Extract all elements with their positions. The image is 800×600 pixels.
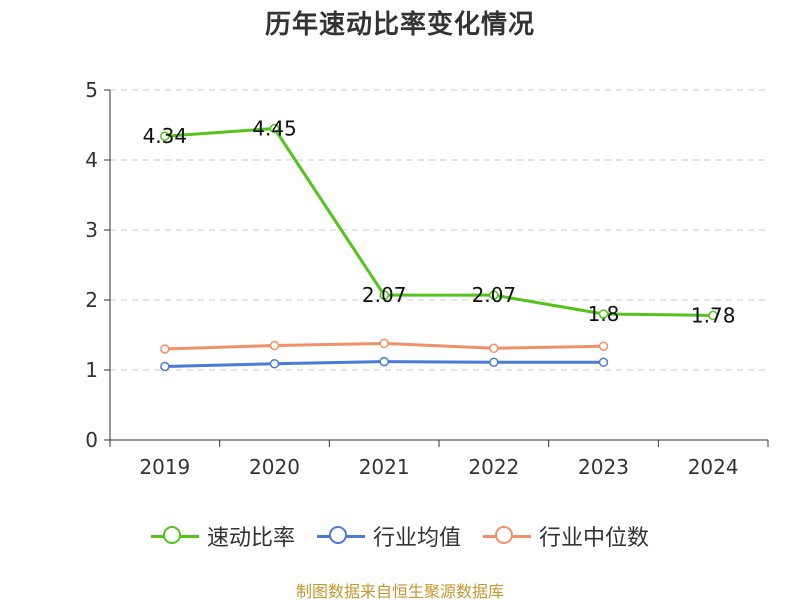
data-label-2019: 4.34 — [143, 124, 188, 148]
series-layer — [160, 123, 718, 372]
point-0-2019 — [160, 131, 170, 141]
data-label-2022: 2.07 — [472, 283, 517, 307]
point-0-2020 — [269, 123, 280, 134]
legend-swatch-icon — [483, 526, 531, 546]
legend-swatch-icon — [150, 526, 199, 546]
point-1-2020 — [269, 358, 280, 369]
series-line-0 — [164, 127, 714, 317]
x-tick-label-2022: 2022 — [468, 455, 519, 479]
y-tick-label-3: 3 — [85, 218, 98, 242]
y-tick-label-5: 5 — [85, 78, 98, 102]
point-1-2019 — [160, 361, 170, 372]
point-2-2022 — [489, 343, 499, 354]
data-label-2021: 2.07 — [362, 283, 407, 307]
point-0-2022 — [489, 290, 499, 300]
point-1-2023 — [598, 357, 609, 368]
legend-label: 行业中位数 — [539, 526, 650, 551]
point-2-2021 — [379, 338, 389, 349]
legend-item-2[interactable]: 行业中位数 — [483, 520, 649, 552]
source-note: 制图数据来自恒生聚源数据库 — [295, 582, 504, 600]
x-tick-label-2023: 2023 — [578, 455, 629, 479]
point-0-2021 — [379, 290, 389, 300]
point-0-2024 — [708, 310, 718, 321]
point-2-2019 — [160, 344, 170, 354]
y-tick-label-2: 2 — [85, 288, 98, 312]
y-tick-label-1: 1 — [85, 358, 98, 382]
point-2-2020 — [269, 340, 280, 351]
data-label-2023: 1.8 — [588, 302, 620, 326]
y-tick-label-4: 4 — [85, 148, 98, 172]
legend: 速动比率 行业均值 行业中位数 — [0, 520, 800, 552]
x-tick-label-2021: 2021 — [359, 455, 410, 479]
y-tick-label-0: 0 — [85, 428, 98, 452]
label-layer: 4.34 4.45 2.07 2.07 1.8 1.78 — [143, 117, 736, 328]
legend-label: 行业均值 — [372, 526, 461, 551]
x-tick-label-2024: 2024 — [688, 455, 739, 479]
chart-title: 历年速动比率变化情况 — [264, 10, 535, 40]
data-label-2020: 4.45 — [252, 117, 297, 141]
data-label-2024: 1.78 — [691, 303, 736, 327]
legend-item-1[interactable]: 行业均值 — [316, 520, 461, 552]
axis-layer: 0 1 2 3 4 5 2019 2020 2021 2022 2023 2024 — [85, 78, 769, 479]
legend-label: 速动比率 — [206, 526, 295, 551]
point-1-2021 — [379, 356, 389, 367]
legend-swatch-icon — [316, 526, 365, 546]
point-1-2022 — [489, 357, 499, 368]
legend-item-0[interactable]: 速动比率 — [150, 520, 295, 552]
x-tick-label-2019: 2019 — [139, 455, 190, 479]
point-0-2023 — [598, 309, 609, 319]
point-2-2023 — [598, 341, 609, 351]
x-tick-label-2020: 2020 — [249, 455, 300, 479]
